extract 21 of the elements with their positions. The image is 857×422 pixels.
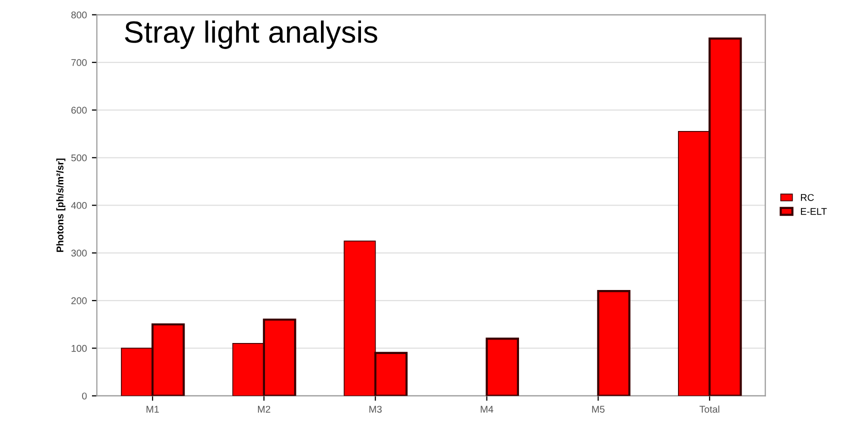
y-tick-label: 100 [72,344,87,352]
x-tick-label: Total [700,406,720,413]
y-tick-label: 0 [82,392,87,400]
y-tick-label: 800 [71,12,87,18]
y-tick-label: 200 [71,297,87,304]
y-tick-label: 300 [71,250,87,257]
x-tick-label: M5 [592,406,605,413]
x-tick-label: M3 [369,406,382,413]
y-axis-title: Photons [ph/s/m²/sr] [56,158,66,252]
y-tick-label: 400 [71,202,87,209]
bar [597,290,630,396]
y-tick-label: 700 [71,59,87,66]
legend-label: E-ELT [800,208,827,215]
y-tick-label: 600 [71,106,87,114]
bar [486,338,520,396]
x-tick-label: M4 [480,406,494,413]
legend-label: RC [800,194,814,201]
x-tick-label: M1 [146,406,159,413]
chart-title: Stray light analysis [124,20,378,49]
x-tick-label: M2 [258,406,270,413]
y-tick-label: 500 [71,154,87,162]
